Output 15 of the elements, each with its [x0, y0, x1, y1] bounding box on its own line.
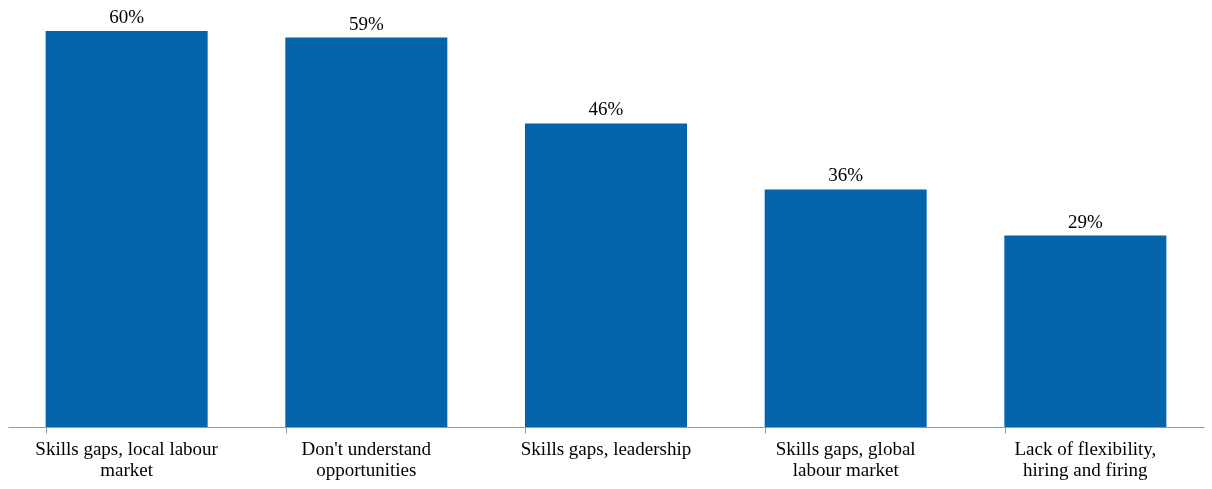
bar [764, 189, 927, 427]
data-label: 60% [109, 6, 145, 27]
data-label: 59% [348, 12, 384, 34]
data-label: 36% [828, 164, 864, 186]
bar [525, 123, 687, 427]
x-tick-label: Lack of flexibility, hiring and firing [1014, 437, 1157, 480]
x-tick-label: Skills gaps, local labour market [35, 437, 219, 480]
x-tick-label: Skills gaps, global labour market [775, 437, 916, 480]
data-label: 46% [588, 98, 624, 120]
x-tick-label: Skills gaps, leadership [520, 437, 692, 459]
data-label: 29% [1067, 210, 1103, 232]
bar [45, 31, 208, 427]
bar [1004, 235, 1167, 427]
bar [285, 37, 448, 427]
x-tick-label: Don't understand opportunities [301, 437, 432, 480]
